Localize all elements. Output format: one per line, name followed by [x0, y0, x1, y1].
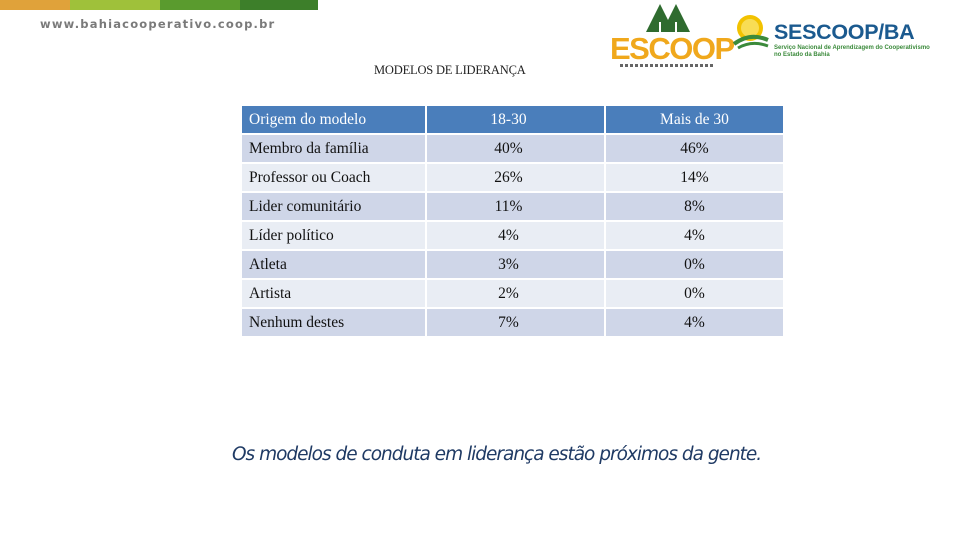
table-row: Nenhum destes 7% 4%: [242, 309, 785, 338]
color-bar-segment: [70, 0, 160, 10]
cell-over-30: 0%: [606, 280, 785, 309]
cell-18-30: 2%: [427, 280, 606, 309]
cell-18-30: 7%: [427, 309, 606, 338]
sescoop-subtitle-line-2: no Estado da Bahia: [774, 52, 830, 58]
table-row: Membro da família 40% 46%: [242, 135, 785, 164]
sescoop-logo: SESCOOP/BA Serviço Nacional de Aprendiza…: [728, 14, 943, 64]
sescoop-emblem-icon: [732, 15, 769, 50]
header-cell-over-30: Mais de 30: [606, 106, 785, 135]
website-url: www.bahiacooperativo.coop.br: [40, 17, 276, 31]
sescoop-subtitle-line-1: Serviço Nacional de Aprendizagem do Coop…: [774, 45, 930, 51]
table-row: Artista 2% 0%: [242, 280, 785, 309]
escoop-wordmark: ESCOOP: [610, 31, 735, 66]
table-row: Professor ou Coach 26% 14%: [242, 164, 785, 193]
cell-18-30: 4%: [427, 222, 606, 251]
sescoop-wordmark: SESCOOP/BA: [774, 20, 915, 44]
leadership-models-table: Origem do modelo 18-30 Mais de 30 Membro…: [242, 106, 785, 338]
row-label: Nenhum destes: [242, 309, 427, 338]
row-label: Líder político: [242, 222, 427, 251]
cell-over-30: 4%: [606, 309, 785, 338]
row-label: Artista: [242, 280, 427, 309]
row-label: Membro da família: [242, 135, 427, 164]
header-cell-origin: Origem do modelo: [242, 106, 427, 135]
row-label: Lider comunitário: [242, 193, 427, 222]
header-color-bar: [0, 0, 318, 10]
row-label: Professor ou Coach: [242, 164, 427, 193]
cell-18-30: 11%: [427, 193, 606, 222]
table-header-row: Origem do modelo 18-30 Mais de 30: [242, 106, 785, 135]
color-bar-segment: [240, 0, 318, 10]
cell-over-30: 0%: [606, 251, 785, 280]
slide-title: MODELOS DE LIDERANÇA: [374, 63, 526, 77]
table-row: Lider comunitário 11% 8%: [242, 193, 785, 222]
color-bar-segment: [160, 0, 240, 10]
conclusion-text: Os modelos de conduta em liderança estão…: [232, 444, 762, 465]
cell-18-30: 26%: [427, 164, 606, 193]
cell-over-30: 8%: [606, 193, 785, 222]
pine-trees-icon: [646, 4, 690, 32]
cell-18-30: 40%: [427, 135, 606, 164]
cell-over-30: 46%: [606, 135, 785, 164]
row-label: Atleta: [242, 251, 427, 280]
escoop-tagline: [620, 64, 715, 67]
escoop-logo: ESCOOP: [608, 2, 735, 70]
color-bar-segment: [0, 0, 70, 10]
cell-over-30: 4%: [606, 222, 785, 251]
cell-over-30: 14%: [606, 164, 785, 193]
cell-18-30: 3%: [427, 251, 606, 280]
table-row: Líder político 4% 4%: [242, 222, 785, 251]
header-cell-18-30: 18-30: [427, 106, 606, 135]
table-row: Atleta 3% 0%: [242, 251, 785, 280]
